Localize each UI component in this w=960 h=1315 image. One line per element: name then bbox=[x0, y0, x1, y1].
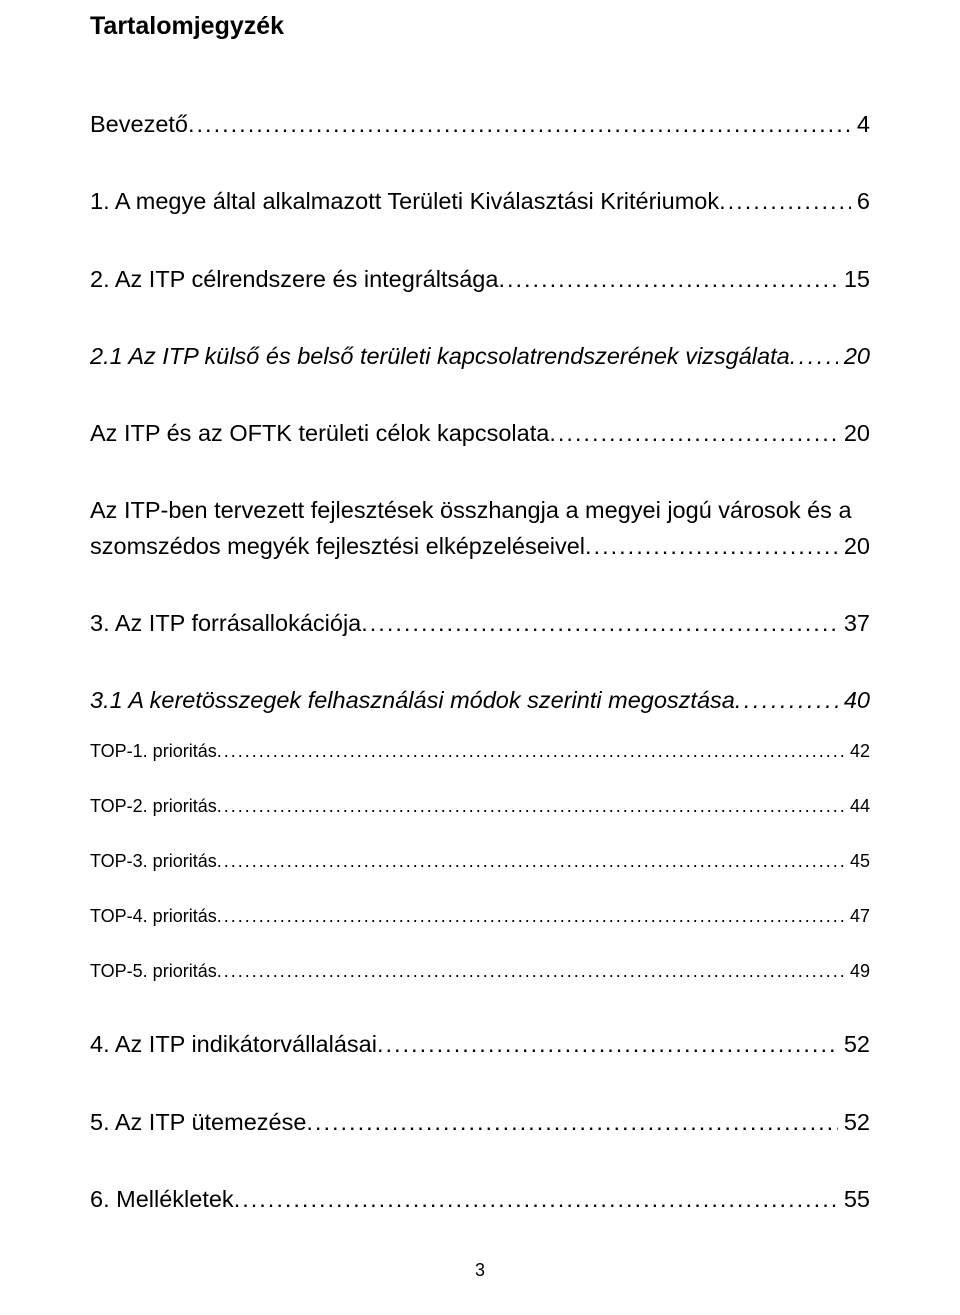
toc-label: 1. A megye által alkalmazott Területi Ki… bbox=[90, 184, 719, 219]
toc-dots bbox=[217, 903, 844, 930]
toc-label: 3.1 A keretösszegek felhasználási módok … bbox=[90, 683, 735, 718]
toc-page: 15 bbox=[838, 262, 870, 297]
toc-label: TOP-1. prioritás bbox=[90, 738, 217, 765]
toc-entry: 2.1 Az ITP külső és belső területi kapcs… bbox=[90, 339, 870, 374]
toc-page: 40 bbox=[838, 683, 870, 718]
toc-label: 5. Az ITP ütemezése bbox=[90, 1105, 306, 1140]
toc-entry: TOP-2. prioritás 44 bbox=[90, 793, 870, 820]
toc-page: 20 bbox=[838, 339, 870, 374]
toc-dots bbox=[377, 1027, 838, 1062]
toc-entry: 3.1 A keretösszegek felhasználási módok … bbox=[90, 683, 870, 718]
toc-page: 45 bbox=[844, 848, 870, 875]
toc-label: 2. Az ITP célrendszere és integráltsága bbox=[90, 262, 498, 297]
toc-dots bbox=[217, 793, 844, 820]
toc-entry: 3. Az ITP forrásallokációja 37 bbox=[90, 606, 870, 641]
toc-dots bbox=[361, 606, 838, 641]
toc-label: 6. Mellékletek bbox=[90, 1182, 234, 1217]
toc-label: TOP-4. prioritás bbox=[90, 903, 217, 930]
toc-dots bbox=[735, 683, 838, 718]
toc-label: Bevezető bbox=[90, 107, 188, 142]
page-number: 3 bbox=[0, 1260, 960, 1281]
toc-entry: 6. Mellékletek 55 bbox=[90, 1182, 870, 1217]
toc-entry: 5. Az ITP ütemezése 52 bbox=[90, 1105, 870, 1140]
toc-entry: 1. A megye által alkalmazott Területi Ki… bbox=[90, 184, 870, 219]
toc-label-line2: szomszédos megyék fejlesztési elképzelés… bbox=[90, 529, 585, 564]
toc-entry: 4. Az ITP indikátorvállalásai 52 bbox=[90, 1027, 870, 1062]
toc-dots bbox=[217, 738, 844, 765]
toc-entry-multiline: Az ITP-ben tervezett fejlesztések összha… bbox=[90, 493, 870, 564]
toc-dots bbox=[790, 339, 838, 374]
toc-entry: Bevezető 4 bbox=[90, 107, 870, 142]
toc-dots bbox=[306, 1105, 837, 1140]
toc-dots bbox=[549, 416, 838, 451]
toc-page: 20 bbox=[838, 416, 870, 451]
toc-page: 20 bbox=[838, 529, 870, 564]
toc-dots bbox=[217, 958, 844, 985]
toc-page: 47 bbox=[844, 903, 870, 930]
toc-label: TOP-5. prioritás bbox=[90, 958, 217, 985]
toc-dots bbox=[217, 848, 844, 875]
toc-dots bbox=[188, 107, 851, 142]
toc-label: TOP-3. prioritás bbox=[90, 848, 217, 875]
toc-dots bbox=[585, 529, 838, 564]
toc-entry: TOP-5. prioritás 49 bbox=[90, 958, 870, 985]
title-text: Tartalomjegyzék bbox=[90, 12, 284, 40]
toc-page: 55 bbox=[838, 1182, 870, 1217]
toc-entry: szomszédos megyék fejlesztési elképzelés… bbox=[90, 529, 870, 564]
toc-entry: Az ITP és az OFTK területi célok kapcsol… bbox=[90, 416, 870, 451]
toc-entry: 2. Az ITP célrendszere és integráltsága … bbox=[90, 262, 870, 297]
toc-label-line1: Az ITP-ben tervezett fejlesztések összha… bbox=[90, 493, 870, 528]
toc-entry: TOP-4. prioritás 47 bbox=[90, 903, 870, 930]
toc-entry: TOP-1. prioritás 42 bbox=[90, 738, 870, 765]
toc-page: 4 bbox=[851, 107, 870, 142]
toc-dots bbox=[498, 262, 837, 297]
toc-page: 52 bbox=[838, 1027, 870, 1062]
toc-page: 52 bbox=[838, 1105, 870, 1140]
toc-entry: TOP-3. prioritás 45 bbox=[90, 848, 870, 875]
page-title: Tartalomjegyzék bbox=[90, 12, 870, 41]
toc-dots bbox=[234, 1182, 838, 1217]
toc-page: 37 bbox=[838, 606, 870, 641]
toc-label: Az ITP és az OFTK területi célok kapcsol… bbox=[90, 416, 549, 451]
toc-label: 4. Az ITP indikátorvállalásai bbox=[90, 1027, 377, 1062]
toc-page: 49 bbox=[844, 958, 870, 985]
toc-label: 3. Az ITP forrásallokációja bbox=[90, 606, 361, 641]
toc-page: 44 bbox=[844, 793, 870, 820]
toc-page: 6 bbox=[851, 184, 870, 219]
toc-dots bbox=[719, 184, 851, 219]
toc-page: 42 bbox=[844, 738, 870, 765]
toc-label: 2.1 Az ITP külső és belső területi kapcs… bbox=[90, 339, 790, 374]
toc-label: TOP-2. prioritás bbox=[90, 793, 217, 820]
